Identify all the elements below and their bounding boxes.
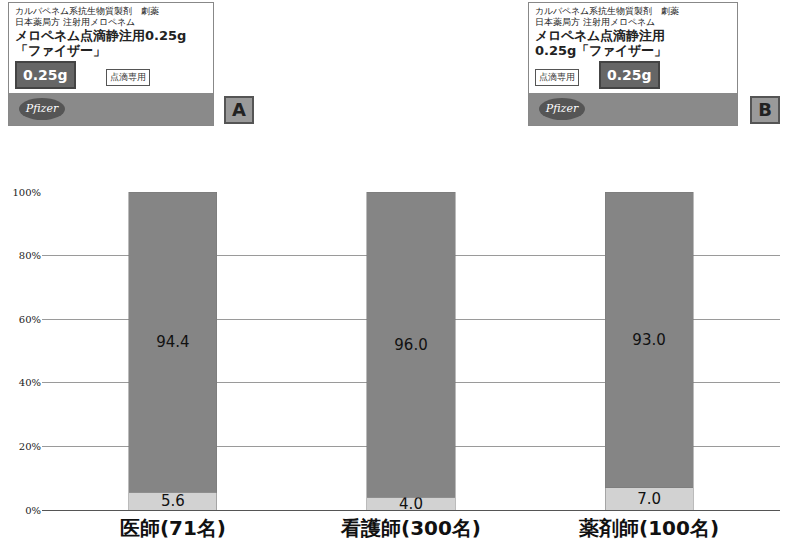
- html-text:Pfizer: Pfizer: [25, 102, 59, 115]
- html-text:点滴専用: 点滴専用: [109, 72, 146, 82]
- html-text:日本薬局方 注射用メロペネム: 日本薬局方 注射用メロペネム: [535, 17, 655, 27]
- html-text:0.25g: 0.25g: [607, 67, 652, 83]
- html-text:カルバペネム系抗生物質製剤 劇薬: カルバペネム系抗生物質製剤 劇薬: [15, 6, 159, 16]
- svg-text:20%: 20%: [19, 441, 41, 452]
- html-text:「ファイザー」: 「ファイザー」: [15, 43, 106, 58]
- svg-text:看護師(300名): 看護師(300名): [340, 516, 481, 540]
- svg-text:医師(71名): 医師(71名): [120, 516, 226, 540]
- svg-text:薬剤師(100名): 薬剤師(100名): [578, 516, 719, 540]
- html-text:0.25g「ファイザー」: 0.25g「ファイザー」: [535, 43, 668, 58]
- svg-text:96.0: 96.0: [394, 336, 427, 354]
- svg-text:7.0: 7.0: [637, 490, 661, 508]
- html-text:カルバペネム系抗生物質製剤 劇薬: カルバペネム系抗生物質製剤 劇薬: [535, 6, 679, 16]
- svg-text:100%: 100%: [12, 187, 41, 198]
- svg-text:80%: 80%: [19, 250, 41, 261]
- html-text:点滴専用: 点滴専用: [539, 72, 575, 82]
- svg-text:40%: 40%: [19, 377, 41, 388]
- html-text:B: B: [758, 99, 772, 120]
- svg-text:4.0: 4.0: [399, 495, 423, 513]
- svg-text:60%: 60%: [19, 314, 41, 325]
- html-text:日本薬局方 注射用メロペネム: 日本薬局方 注射用メロペネム: [15, 17, 135, 27]
- html-text:A: A: [232, 99, 246, 120]
- html-text:0.25g: 0.25g: [23, 67, 68, 83]
- svg-text:0%: 0%: [25, 505, 41, 516]
- svg-text:93.0: 93.0: [632, 331, 665, 349]
- svg-text:94.4: 94.4: [156, 333, 189, 351]
- html-text:Pfizer: Pfizer: [545, 102, 579, 115]
- html-text:メロペネム点滴静注用: メロペネム点滴静注用: [535, 28, 665, 43]
- svg-text:5.6: 5.6: [161, 492, 185, 510]
- html-text:メロペネム点滴静注用0.25g: メロペネム点滴静注用0.25g: [15, 28, 187, 43]
